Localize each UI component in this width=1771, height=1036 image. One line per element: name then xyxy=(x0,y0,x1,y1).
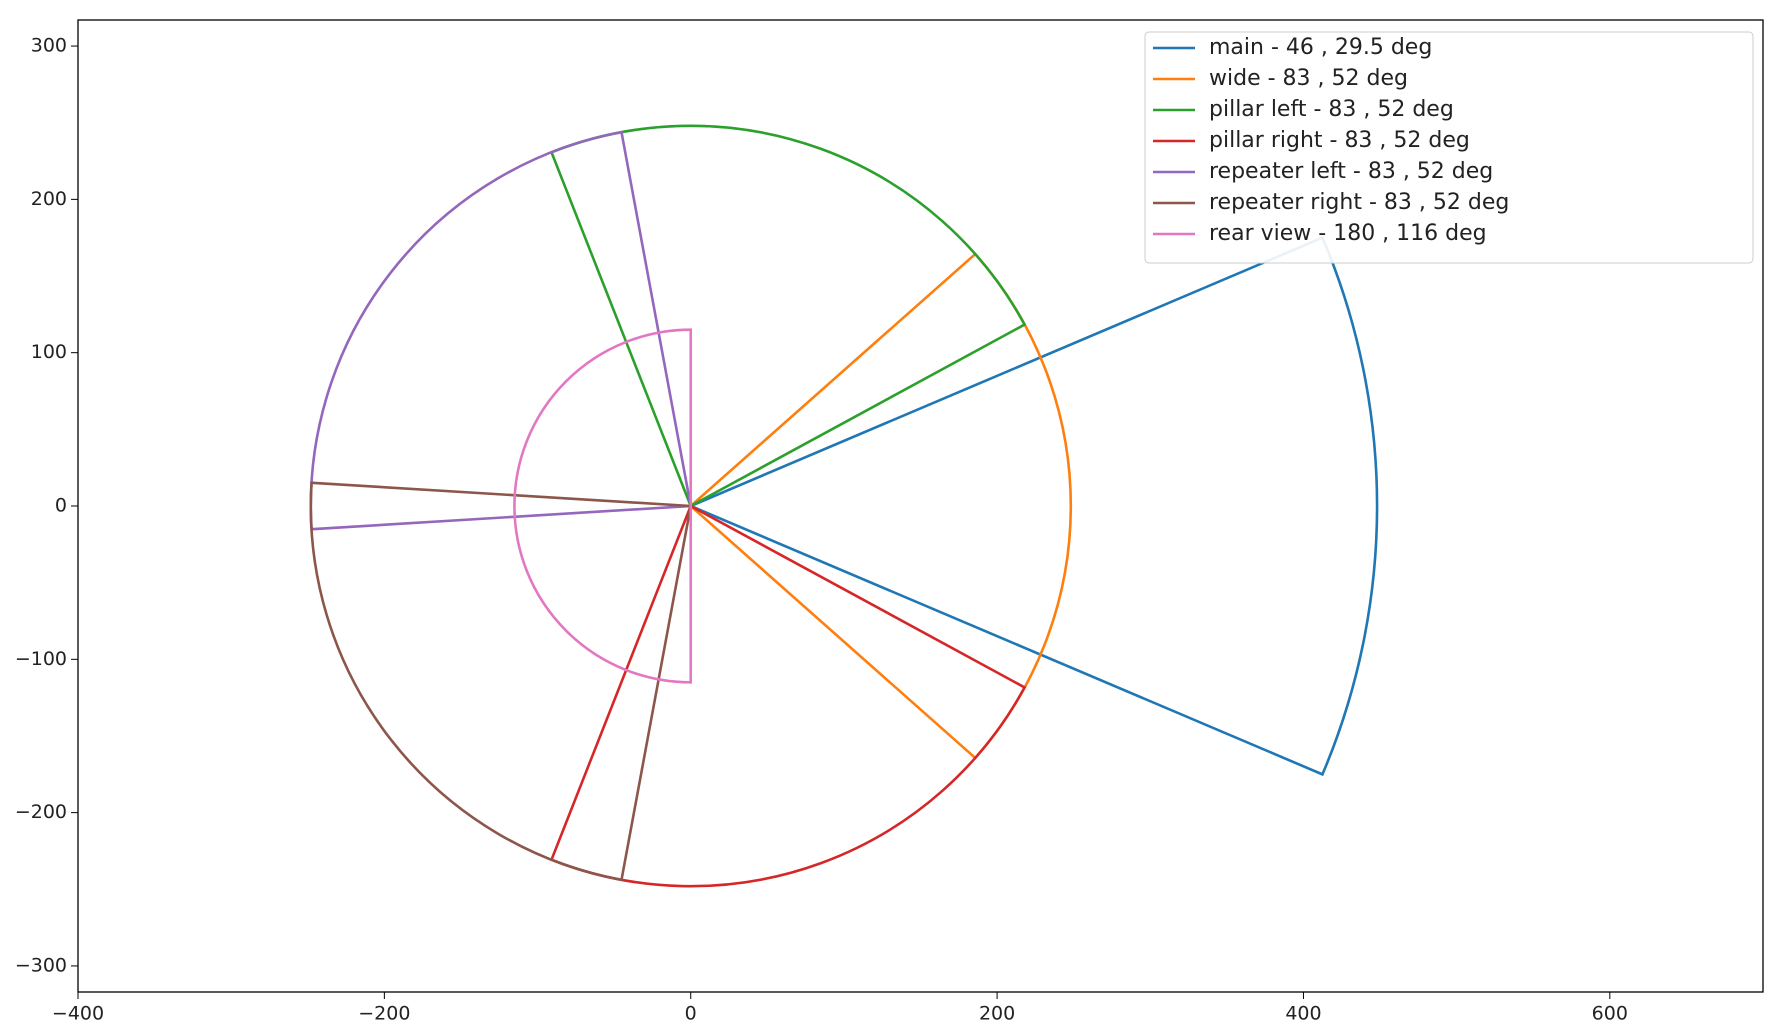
legend-label: repeater right - 83 , 52 deg xyxy=(1209,190,1509,215)
x-tick-label: 400 xyxy=(1285,1003,1321,1025)
wedge xyxy=(309,481,693,882)
legend-label: wide - 83 , 52 deg xyxy=(1209,66,1408,91)
x-tick-label: 600 xyxy=(1592,1003,1628,1025)
y-tick-label: 300 xyxy=(31,35,67,57)
y-tick-label: 0 xyxy=(55,495,67,517)
legend-box xyxy=(1144,31,1754,264)
legend-label: pillar left - 83 , 52 deg xyxy=(1209,97,1454,122)
wedge xyxy=(513,328,693,684)
x-tick-label: −200 xyxy=(358,1003,410,1025)
legend-label: pillar right - 83 , 52 deg xyxy=(1209,128,1470,153)
legend-label: main - 46 , 29.5 deg xyxy=(1209,35,1432,60)
x-tick-label: 200 xyxy=(979,1003,1015,1025)
y-tick-label: 200 xyxy=(31,188,67,210)
legend: main - 46 , 29.5 deg wide - 83 , 52 deg pi… xyxy=(1144,31,1754,264)
wedge xyxy=(309,130,693,531)
y-tick-label: −300 xyxy=(15,954,67,976)
plot-frame xyxy=(77,19,1764,993)
plot-area xyxy=(309,124,1379,888)
y-tick-label: −100 xyxy=(15,648,67,670)
y-tick-label: 100 xyxy=(31,341,67,363)
legend-label: rear view - 180 , 116 deg xyxy=(1209,221,1487,246)
x-tick-label: −400 xyxy=(52,1003,104,1025)
legend-label: repeater left - 83 , 52 deg xyxy=(1209,159,1493,184)
wedge xyxy=(549,504,1027,888)
wedge xyxy=(687,235,1379,777)
wedge xyxy=(549,124,1027,508)
x-tick-label: 0 xyxy=(685,1003,697,1025)
y-tick-label: −200 xyxy=(15,801,67,823)
